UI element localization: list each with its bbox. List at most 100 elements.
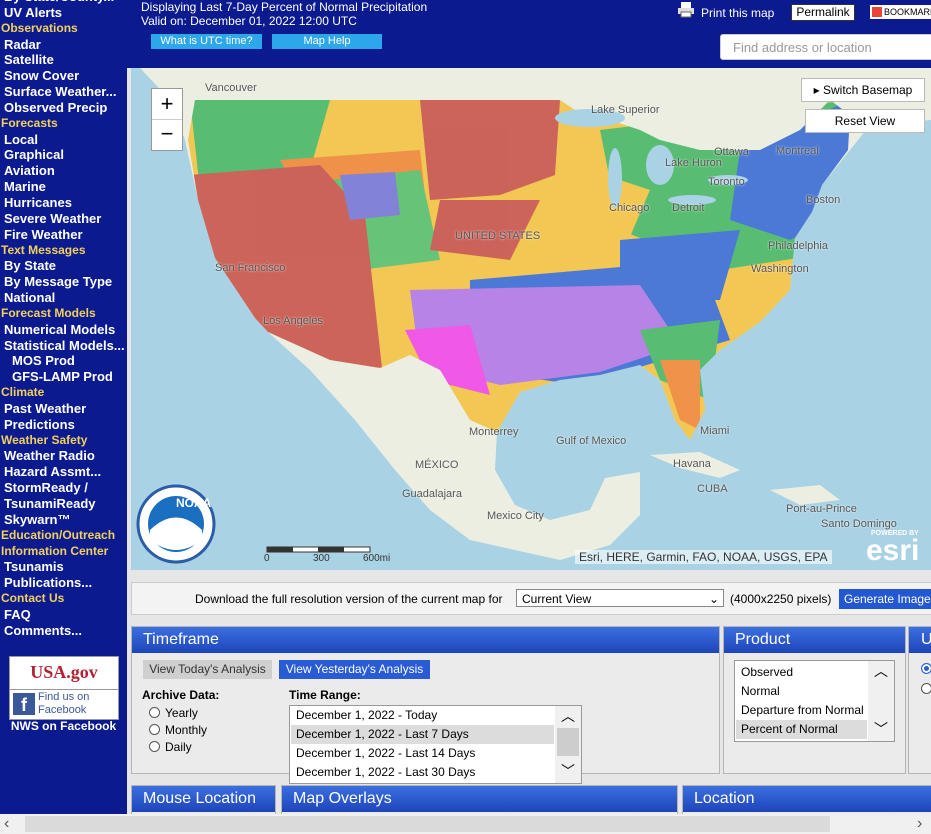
usa-badge[interactable]: USA.gov (9, 656, 119, 690)
nav-heading: Observations (1, 20, 78, 35)
nav-link[interactable]: Fire Weather (4, 226, 83, 242)
location-title: Location (683, 786, 931, 812)
map-label: Washington (751, 263, 809, 275)
permalink-button[interactable]: Permalink (791, 4, 855, 21)
scroll-down[interactable]: ﹀ (561, 763, 575, 779)
archive-radio[interactable] (149, 741, 160, 752)
nav-link[interactable]: FAQ (4, 606, 31, 622)
range-option[interactable]: December 1, 2022 - Last 30 Days (296, 765, 476, 779)
nav-link[interactable]: Radar (4, 36, 41, 52)
range-option[interactable]: December 1, 2022 - Last 14 Days (296, 746, 476, 760)
switch-basemap[interactable]: ▸ Switch Basemap (801, 78, 925, 102)
nav-link[interactable]: Observed Precip (4, 99, 108, 115)
product-scrollbar[interactable]: ︿ ﹀ (868, 661, 894, 741)
sidebar: By State/County...UV AlertsObservationsR… (0, 0, 127, 814)
scroll-thumb-h[interactable] (25, 816, 830, 832)
nav-link[interactable]: Numerical Models (4, 321, 116, 337)
nav-link[interactable]: Local (4, 131, 38, 147)
view-select[interactable]: Current View ⌄ (516, 589, 724, 607)
nav-link[interactable]: Tsunamis (4, 559, 64, 575)
product-scroll-up[interactable]: ︿ (874, 663, 888, 679)
product-option[interactable]: Normal (741, 684, 780, 698)
archive-radio[interactable] (149, 707, 160, 718)
range-list[interactable]: ︿ ﹀ December 1, 2022 - Today December 1, … (289, 705, 582, 784)
range-option[interactable]: December 1, 2022 - Today (296, 708, 438, 722)
scroll-left[interactable]: ‹ (4, 815, 10, 832)
select-arrow: ⌄ (708, 592, 719, 606)
map-label: Santo Domingo (821, 518, 897, 530)
search-box[interactable]: Find address or location (720, 34, 931, 60)
nav-link[interactable]: Comments... (4, 622, 83, 638)
nav-link[interactable]: Weather Radio (4, 448, 95, 464)
nav-link[interactable]: Skywarn™ (4, 511, 71, 527)
nav-link[interactable]: StormReady / TsunamiReady (4, 480, 96, 511)
nav-link[interactable]: Statistical Models... (4, 337, 125, 353)
nav-link[interactable]: Predictions (4, 416, 75, 432)
nav-link[interactable]: Past Weather (4, 400, 87, 416)
nav-link[interactable]: Severe Weather (4, 210, 102, 226)
powered-by: POWERED BY (871, 530, 919, 537)
bookmark-button[interactable]: BOOKMARK (870, 5, 931, 19)
map-canvas (131, 68, 931, 570)
map-label: Boston (806, 194, 841, 206)
nav-link[interactable]: By State (4, 258, 57, 274)
yesterday-button[interactable]: View Yesterday's Analysis (279, 660, 430, 679)
today-button[interactable]: View Today's Analysis (143, 660, 272, 679)
product-option[interactable]: Departure from Normal (741, 703, 864, 717)
download-size: (4000x2250 pixels) (730, 592, 832, 606)
map-label: MÉXICO (415, 459, 459, 471)
nav-heading: Education/Outreach (1, 527, 116, 542)
nav-link[interactable]: Hurricanes (4, 194, 72, 210)
zoom-out[interactable]: − (160, 121, 174, 146)
scroll-right[interactable]: › (917, 815, 923, 832)
nav-link[interactable]: Snow Cover (4, 68, 80, 84)
nav-link[interactable]: UV Alerts (4, 4, 63, 20)
nav-link[interactable]: By Message Type (4, 274, 113, 290)
nav-sublink[interactable]: GFS-LAMP Prod (12, 369, 113, 385)
reset-view[interactable]: Reset View (805, 109, 925, 133)
nav-heading: Forecasts (1, 115, 58, 130)
units-radio[interactable] (921, 663, 931, 674)
nav-heading: Contact Us (1, 591, 65, 606)
product-scroll-down[interactable]: ﹀ (874, 721, 888, 737)
range-option[interactable]: December 1, 2022 - Last 7 Days (291, 725, 554, 744)
nav-link[interactable]: Satellite (4, 52, 54, 68)
view-select-text: Current View (522, 592, 592, 606)
nav-link[interactable]: National (4, 290, 56, 306)
zoom-in[interactable]: + (152, 89, 182, 120)
help-button[interactable]: Map Help (272, 34, 382, 49)
print-link[interactable]: Print this map (701, 6, 775, 20)
nav-sublink[interactable]: MOS Prod (12, 353, 75, 369)
scroll-up[interactable]: ︿ (561, 708, 575, 724)
archive-option[interactable]: Monthly (165, 723, 208, 737)
map-title: Displaying Last 7-Day Percent of Normal … (141, 0, 428, 14)
product-option[interactable]: Percent of Normal (736, 720, 867, 739)
facebook-badge[interactable]: f Find us on Facebook (9, 689, 119, 720)
scroll-thumb[interactable] (557, 728, 579, 756)
nav-link[interactable]: By State/County... (0, 0, 127, 5)
horizontal-scrollbar[interactable]: ‹ › (0, 814, 931, 834)
nav-link[interactable]: Marine (4, 179, 46, 195)
units-radio[interactable] (921, 683, 931, 694)
nav-link[interactable]: Hazard Assmt... (4, 464, 102, 480)
map-label: Chicago (609, 202, 650, 214)
printer-icon[interactable] (677, 1, 695, 18)
nav-link[interactable]: Aviation (4, 163, 55, 179)
nav-link[interactable]: Graphical (4, 147, 64, 163)
generate-button[interactable]: Generate Image (839, 589, 931, 609)
archive-option[interactable]: Daily (165, 740, 192, 754)
nav-link[interactable]: Publications... (4, 575, 93, 591)
scale-600: 600mi (363, 553, 391, 564)
scale-0: 0 (264, 553, 270, 564)
product-option[interactable]: Observed (741, 665, 794, 679)
utc-button[interactable]: What is UTC time? (151, 34, 262, 49)
nav-link[interactable]: Surface Weather... (4, 84, 117, 100)
archive-radio[interactable] (149, 724, 160, 735)
product-list[interactable]: ︿ ﹀ Observed Normal Departure from Normal P… (734, 660, 895, 742)
archive-option[interactable]: Yearly (165, 706, 198, 720)
usa-badge-text: USA.gov (30, 662, 98, 682)
map[interactable]: NOAA Vancouver Ottawa Montreal Lake Superio… (131, 68, 931, 570)
map-label: Havana (673, 458, 711, 470)
range-scrollbar[interactable]: ︿ ﹀ (555, 706, 581, 783)
